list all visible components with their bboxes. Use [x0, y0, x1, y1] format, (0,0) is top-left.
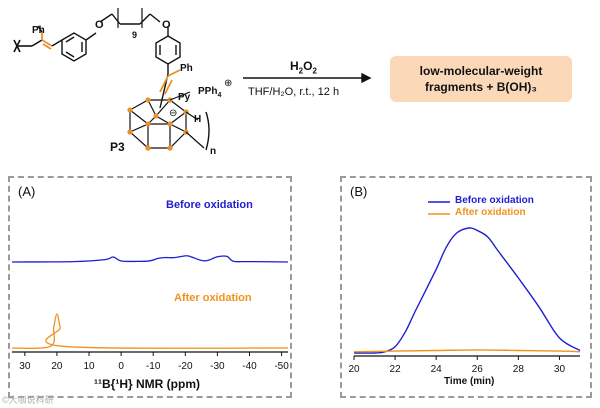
panel-a: [8, 176, 292, 398]
plus-charge: ⊕: [224, 78, 233, 89]
polymer-vinyl-orange: [41, 32, 53, 50]
nmr-x-tick-label: -40: [242, 361, 257, 372]
polymer-backbone-left: [13, 39, 43, 53]
reagent-label: H2O2: [290, 59, 317, 75]
polymer-label-p3: P3: [110, 140, 125, 154]
panel-a-before-label: Before oxidation: [166, 199, 253, 211]
nmr-x-tick-label: -30: [210, 361, 225, 372]
oxygen-label-2: O: [162, 19, 171, 31]
vinyl-orange-2: [159, 69, 181, 95]
nmr-series-after: [11, 313, 289, 349]
legend-after-text: After oxidation: [455, 207, 526, 218]
gpc-series-before: [353, 227, 581, 354]
panel-a-label: (A): [18, 184, 36, 199]
chain-bracket: [117, 8, 143, 28]
pph4-text: PPh: [198, 86, 218, 97]
panel-a-after-label: After oxidation: [174, 292, 252, 304]
benzene-ring-left: [61, 32, 87, 62]
gpc-series-after: [353, 349, 581, 353]
oxygen-label-1: O: [95, 19, 104, 31]
py-label: Py: [178, 92, 191, 103]
panel-b-label: (B): [350, 184, 368, 199]
hydrogen-label: H: [194, 114, 202, 125]
panel-a-xlabel: ¹¹B{¹H} NMR (ppm): [94, 377, 200, 391]
pph4-label: PPh4: [198, 86, 221, 99]
gpc-x-tick-label: 20: [348, 364, 360, 375]
product-line-2: fragments + B(OH)₃: [425, 80, 537, 94]
polymer-structure: [13, 8, 372, 151]
chain-subscript-9: 9: [132, 30, 138, 40]
pph4-subscript: 4: [217, 92, 222, 99]
nmr-chart: 30 20 10 0 -10 -20 -30 -40 -50: [11, 255, 289, 372]
reagent-o: O: [303, 59, 313, 73]
gpc-x-tick-label: 26: [472, 364, 484, 375]
polymer-bracket-right: [205, 111, 210, 151]
gpc-x-tick-label: 22: [390, 364, 402, 375]
reaction-arrow: [243, 72, 372, 84]
panel-b-xlabel: Time (min): [444, 376, 495, 387]
ph-label-top: Ph: [32, 25, 45, 36]
nmr-series-before: [11, 255, 289, 263]
subscript-n: n: [210, 146, 217, 157]
gpc-x-tick-label: 24: [431, 364, 443, 375]
legend-before-text: Before oxidation: [455, 195, 534, 206]
reagent-h: H: [290, 59, 299, 73]
nmr-x-tick-label: -50: [274, 361, 289, 372]
reaction-conditions: THF/H₂O, r.t., 12 h: [248, 86, 340, 98]
nmr-x-tick-label: 0: [118, 361, 124, 372]
nmr-x-tick-label: 10: [83, 361, 95, 372]
minus-charge: ⊖: [169, 108, 178, 119]
gpc-x-tick-label: 30: [554, 364, 566, 375]
watermark: ©大咖说科研: [2, 395, 54, 405]
ph-label-mid: Ph: [180, 63, 193, 74]
panel-b: [340, 176, 592, 398]
product-box: low-molecular-weight fragments + B(OH)₃: [390, 56, 572, 102]
gpc-x-tick-label: 28: [513, 364, 525, 375]
reagent-sub1: 2: [298, 66, 304, 76]
nmr-x-tick-label: 30: [19, 361, 31, 372]
product-line-1: low-molecular-weight: [419, 64, 543, 78]
reagent-sub2: 2: [312, 66, 317, 76]
nmr-x-tick-label: -20: [178, 361, 193, 372]
carborane-boron-atoms: [127, 97, 189, 151]
nmr-x-tick-label: -10: [146, 361, 161, 372]
nmr-x-tick-label: 20: [51, 361, 63, 372]
